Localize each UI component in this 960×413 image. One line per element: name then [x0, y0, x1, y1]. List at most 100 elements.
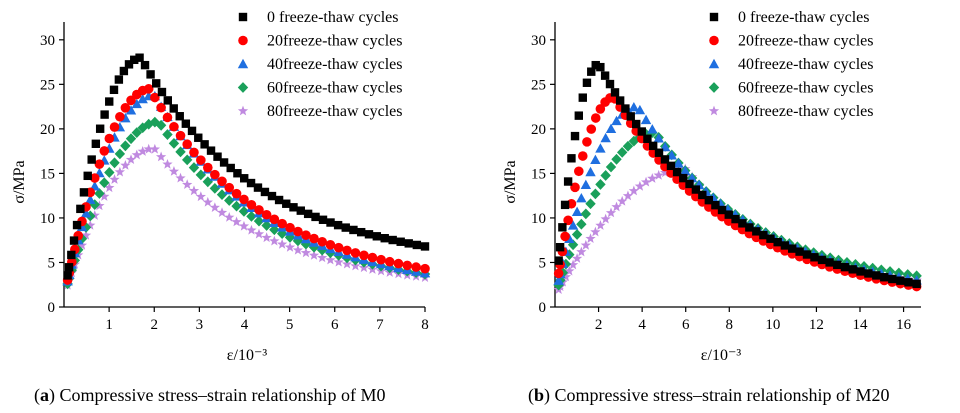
data-point [261, 209, 272, 220]
data-point [317, 252, 328, 263]
data-point [574, 111, 584, 120]
data-point [146, 70, 155, 79]
x-tick-label: 3 [196, 317, 204, 333]
y-tick-label: 25 [40, 77, 55, 93]
data-point [685, 179, 694, 189]
data-point [666, 161, 676, 171]
data-point [817, 255, 827, 265]
data-point [168, 137, 180, 149]
data-point [610, 88, 620, 97]
data-point [590, 113, 601, 123]
data-point [269, 214, 280, 225]
data-point [109, 174, 120, 184]
data-point [628, 185, 639, 196]
legend-label: 20freeze-thaw cycles [738, 33, 873, 50]
data-point [404, 239, 413, 248]
data-point [182, 139, 193, 150]
x-tick-label: 10 [765, 317, 780, 333]
data-point [717, 211, 727, 222]
data-point [759, 230, 768, 240]
data-point [745, 223, 754, 232]
data-point [600, 132, 611, 143]
y-tick-label: 10 [531, 211, 546, 227]
data-point [119, 66, 129, 76]
data-point [648, 141, 658, 151]
legend-marker [237, 82, 249, 93]
data-point [605, 79, 615, 89]
data-point [282, 199, 291, 208]
data-point [555, 243, 565, 252]
legend-label: 80freeze-thaw cycles [738, 103, 873, 120]
data-point [188, 185, 200, 196]
data-point [795, 247, 804, 256]
data-point [582, 137, 592, 147]
data-point [91, 139, 101, 148]
data-point [600, 71, 610, 80]
data-point [325, 240, 336, 250]
data-point [586, 124, 597, 134]
data-point [267, 191, 277, 201]
data-point [140, 60, 150, 70]
data-point [317, 236, 327, 247]
data-point [168, 166, 180, 176]
data-point [296, 206, 305, 215]
data-point [372, 232, 382, 241]
data-point [85, 194, 96, 204]
y-tick-label: 15 [531, 166, 546, 182]
data-point [120, 160, 131, 170]
data-point [738, 219, 747, 228]
data-point [698, 190, 707, 200]
data-point [856, 267, 865, 276]
data-point [333, 256, 344, 267]
data-point [384, 256, 395, 267]
x-tick-label: 12 [809, 317, 824, 333]
data-point [125, 105, 137, 115]
data-point [79, 188, 89, 197]
data-point [912, 279, 921, 289]
data-point [246, 178, 256, 188]
data-point [680, 165, 691, 176]
data-point [587, 67, 596, 76]
data-point [261, 220, 272, 231]
data-point [114, 166, 126, 177]
data-point [196, 155, 206, 165]
data-point [590, 226, 601, 237]
data-point [277, 238, 288, 249]
data-point [402, 260, 413, 271]
y-tick-label: 5 [539, 255, 547, 271]
data-point [582, 78, 592, 87]
x-tick-label: 14 [853, 317, 869, 333]
data-point [203, 162, 213, 173]
x-tick-label: 6 [682, 317, 690, 333]
data-point [359, 250, 369, 261]
data-point [605, 161, 617, 173]
data-point [567, 259, 579, 270]
data-point [342, 245, 352, 256]
caption-a: (a) Compressive stress–strain relationsh… [34, 385, 385, 406]
data-point [131, 149, 142, 160]
data-point [143, 143, 154, 154]
data-point [157, 87, 167, 97]
data-point [100, 110, 109, 119]
y-tick-label: 0 [48, 300, 56, 316]
x-tick-label: 4 [638, 317, 646, 333]
data-point [246, 199, 257, 210]
data-point [577, 151, 588, 161]
y-axis-title-b: σ/MPa [502, 160, 519, 203]
data-point [67, 250, 76, 260]
data-point [411, 262, 421, 272]
y-tick-label: 20 [531, 122, 546, 138]
data-point [420, 263, 430, 274]
data-point [710, 207, 721, 217]
legend-marker [709, 12, 719, 22]
data-point [109, 122, 120, 132]
data-point [574, 166, 584, 177]
data-point [376, 254, 386, 265]
data-point [628, 101, 640, 112]
data-point [611, 153, 622, 165]
data-point [595, 179, 606, 190]
data-point [135, 53, 144, 62]
data-point [570, 131, 580, 141]
data-point [202, 176, 214, 188]
data-point [848, 265, 857, 274]
